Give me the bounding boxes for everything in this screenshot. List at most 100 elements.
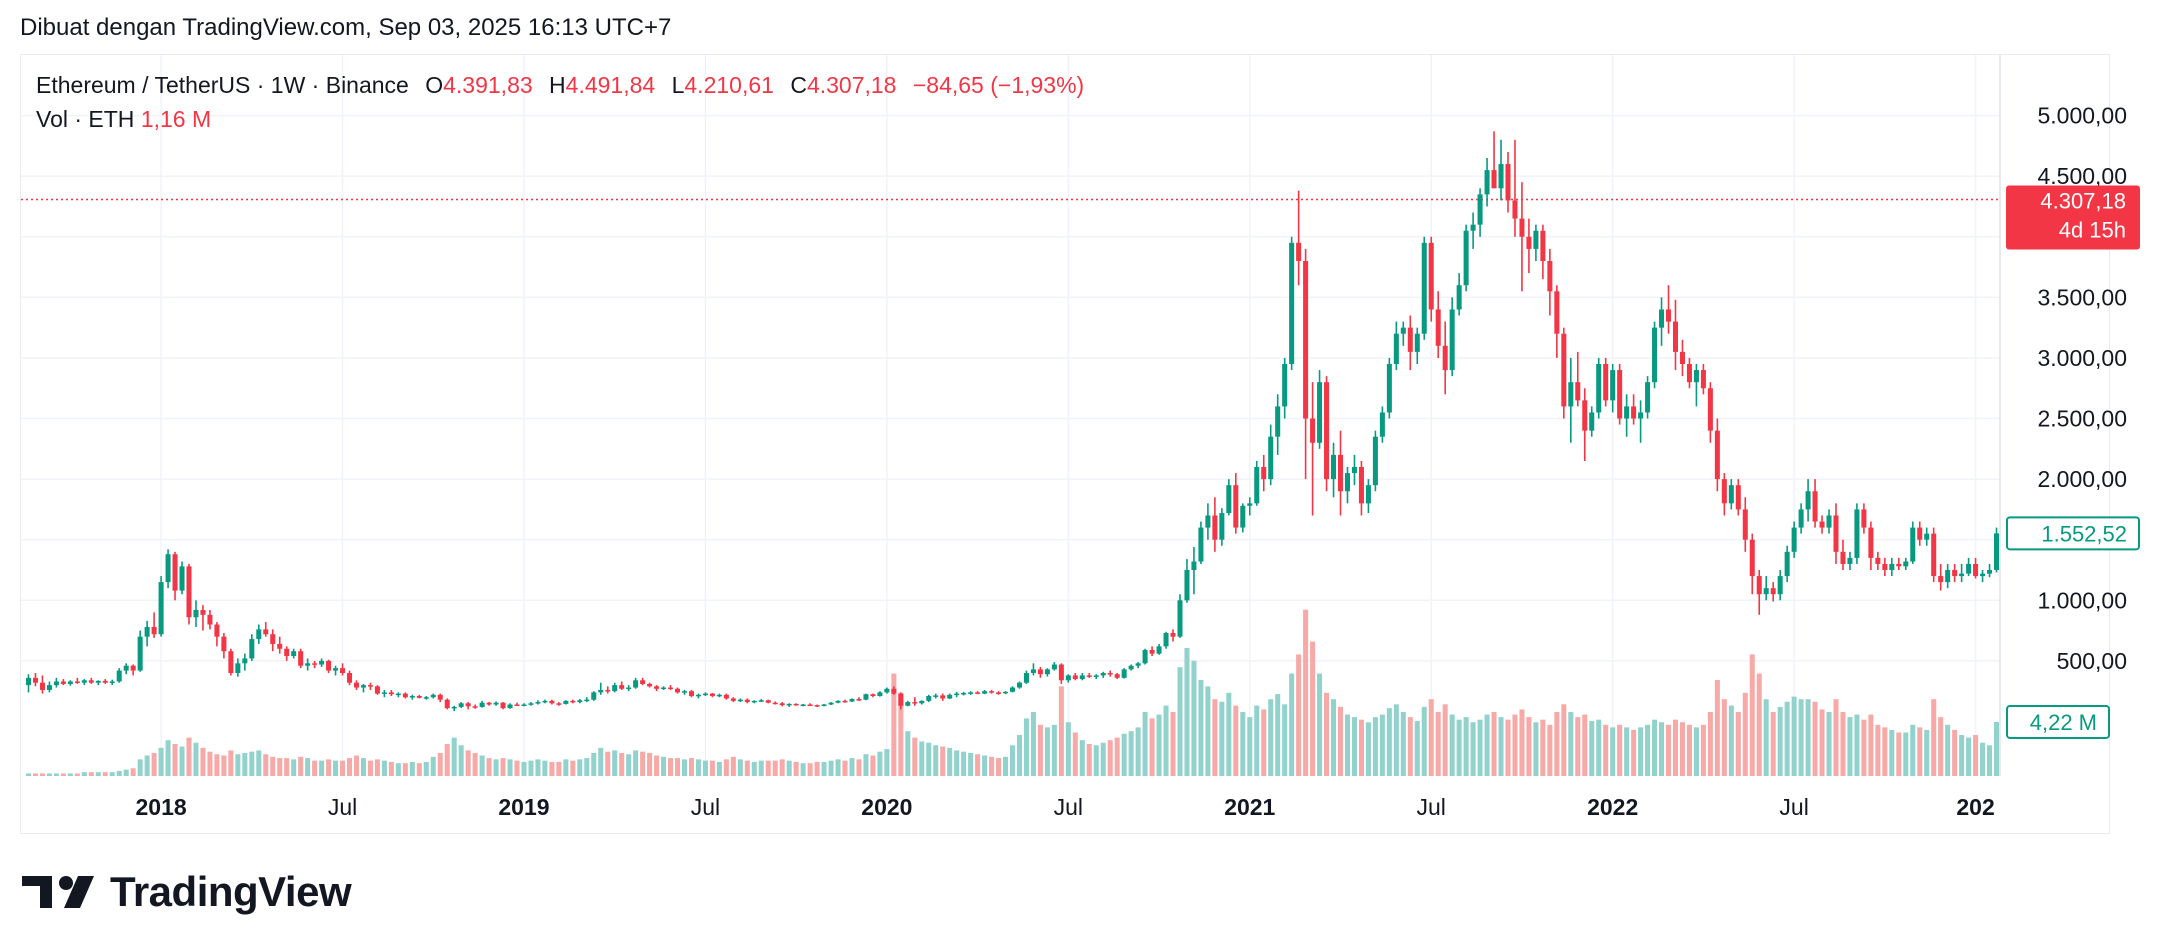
candle[interactable] (74, 677, 80, 684)
candle[interactable] (940, 693, 946, 701)
candle[interactable] (1770, 582, 1776, 602)
candle[interactable] (46, 681, 52, 693)
candle[interactable] (416, 694, 422, 699)
candle[interactable] (1142, 648, 1148, 665)
candle[interactable] (1665, 285, 1672, 334)
candle[interactable] (1372, 430, 1378, 492)
candle[interactable] (340, 663, 346, 676)
candle[interactable] (1861, 503, 1867, 534)
candle[interactable] (1896, 557, 1902, 570)
candle[interactable] (1240, 503, 1246, 533)
candle[interactable] (1491, 131, 1497, 189)
candle[interactable] (1777, 570, 1783, 601)
candle[interactable] (1400, 321, 1406, 346)
candle[interactable] (256, 624, 262, 644)
candle[interactable] (989, 689, 995, 694)
candle[interactable] (926, 694, 932, 703)
candle[interactable] (291, 648, 297, 659)
candle[interactable] (1686, 357, 1692, 389)
candle[interactable] (1442, 321, 1448, 395)
candle[interactable] (1310, 382, 1316, 516)
candle[interactable] (32, 673, 38, 687)
candle[interactable] (996, 691, 1002, 695)
candle[interactable] (1693, 364, 1699, 407)
candle[interactable] (1924, 527, 1930, 546)
candle[interactable] (1051, 662, 1057, 671)
candle[interactable] (765, 699, 771, 704)
candle[interactable] (605, 686, 611, 694)
candle[interactable] (1624, 394, 1630, 437)
candle[interactable] (1819, 515, 1825, 534)
candle[interactable] (577, 699, 583, 704)
candle[interactable] (1198, 521, 1204, 564)
candle[interactable] (905, 700, 911, 707)
candle[interactable] (88, 677, 94, 684)
candle[interactable] (835, 700, 841, 704)
candle[interactable] (654, 685, 660, 692)
candle[interactable] (877, 691, 883, 697)
candle[interactable] (1205, 503, 1211, 540)
candle[interactable] (186, 563, 192, 625)
candle[interactable] (1945, 563, 1951, 589)
candle[interactable] (647, 682, 653, 688)
candle[interactable] (737, 698, 743, 703)
candle[interactable] (1575, 351, 1581, 407)
candle[interactable] (1365, 479, 1371, 514)
candle[interactable] (549, 699, 555, 705)
candle[interactable] (1882, 557, 1888, 577)
volume-tag[interactable]: 4,22 M (2006, 704, 2110, 739)
candle[interactable] (1337, 430, 1344, 516)
candle[interactable] (730, 697, 736, 703)
candle[interactable] (165, 549, 171, 589)
candle[interactable] (1917, 521, 1923, 546)
candle[interactable] (828, 702, 834, 706)
candle[interactable] (1170, 629, 1176, 642)
candle[interactable] (1344, 467, 1350, 504)
candle[interactable] (116, 668, 122, 683)
candle[interactable] (1212, 497, 1218, 552)
candle[interactable] (1121, 668, 1127, 679)
candle[interactable] (849, 698, 855, 703)
candle[interactable] (591, 691, 597, 701)
candle[interactable] (493, 701, 499, 706)
candle[interactable] (1868, 521, 1874, 570)
candle[interactable] (1470, 212, 1476, 249)
candle[interactable] (270, 629, 276, 652)
candle[interactable] (1910, 521, 1916, 564)
candle[interactable] (1386, 357, 1392, 419)
candle[interactable] (1987, 563, 1993, 578)
candle[interactable] (1554, 285, 1560, 358)
candle[interactable] (1114, 673, 1120, 680)
candle[interactable] (1379, 406, 1385, 443)
candle[interactable] (1086, 673, 1092, 678)
candle[interactable] (1261, 454, 1267, 492)
candle[interactable] (1317, 370, 1323, 449)
candle[interactable] (333, 665, 339, 676)
candle[interactable] (486, 702, 492, 706)
candle[interactable] (1219, 508, 1225, 546)
candle[interactable] (1477, 188, 1483, 237)
candle[interactable] (1421, 236, 1427, 340)
candle[interactable] (158, 576, 164, 637)
candle[interactable] (570, 699, 576, 704)
candle[interactable] (1589, 406, 1595, 437)
candle[interactable] (1303, 248, 1309, 480)
candle[interactable] (661, 686, 667, 690)
candle[interactable] (1023, 670, 1029, 684)
candle[interactable] (1156, 643, 1162, 655)
candle[interactable] (326, 659, 332, 673)
candle[interactable] (25, 674, 32, 693)
candle[interactable] (1645, 376, 1651, 419)
candle[interactable] (898, 692, 904, 710)
candle[interactable] (814, 704, 820, 707)
candle[interactable] (1652, 321, 1658, 389)
candle[interactable] (347, 670, 353, 686)
candle[interactable] (1226, 479, 1232, 516)
candle[interactable] (395, 692, 401, 698)
last-bar-price-tag[interactable]: 1.552,52 (2006, 516, 2140, 551)
candle[interactable] (1100, 671, 1106, 678)
candle[interactable] (1435, 291, 1441, 358)
candle[interactable] (1282, 357, 1288, 419)
candle[interactable] (1331, 442, 1337, 498)
